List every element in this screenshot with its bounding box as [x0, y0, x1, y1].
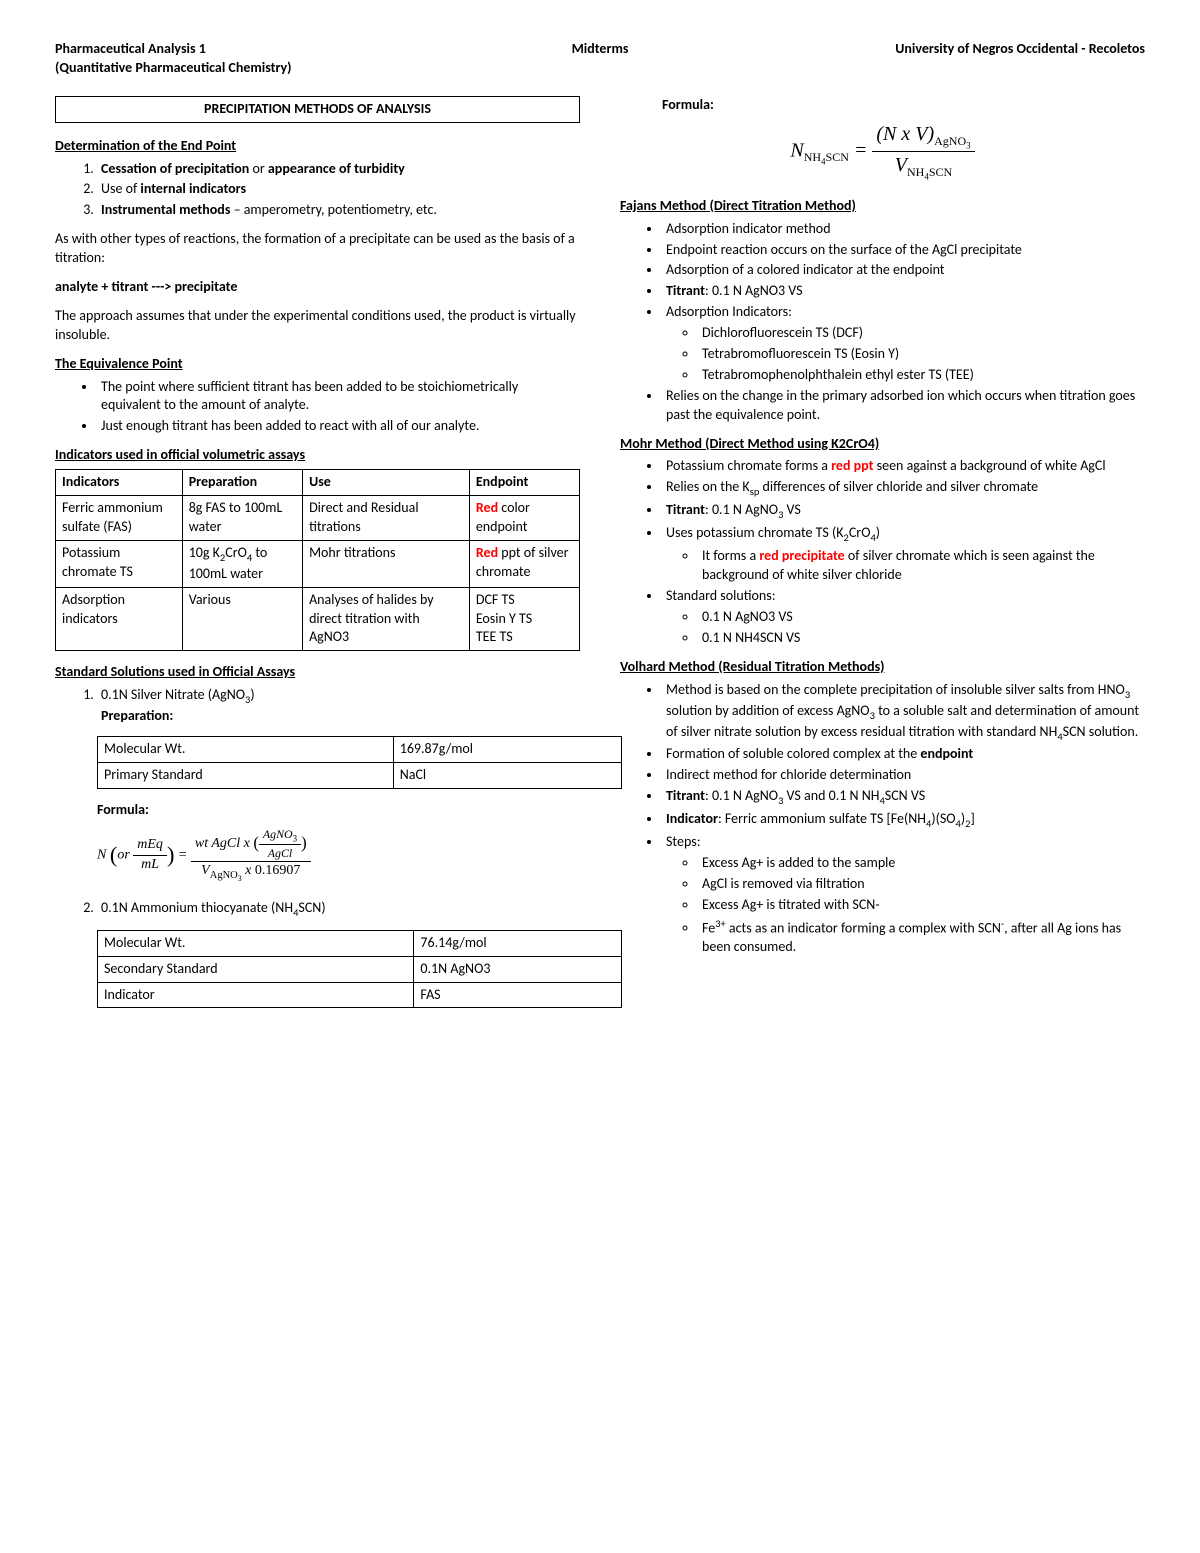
list-item: Relies on the Ksp differences of silver …	[662, 478, 1145, 499]
mohr-heading: Mohr Method (Direct Method using K2CrO4)	[620, 435, 1145, 454]
list-item: It forms a red precipitate of silver chr…	[698, 547, 1145, 585]
ammonium-thiocyanate-table: Molecular Wt.76.14g/mol Secondary Standa…	[97, 930, 622, 1009]
list-item: Use of internal indicators	[97, 180, 580, 199]
standard-solutions-heading: Standard Solutions used in Official Assa…	[55, 663, 580, 682]
equivalence-heading: The Equivalence Point	[55, 355, 580, 374]
list-item: Tetrabromofluorescein TS (Eosin Y)	[698, 345, 1145, 364]
left-column: PRECIPITATION METHODS OF ANALYSIS Determ…	[55, 96, 580, 1021]
determination-heading: Determination of the End Point	[55, 137, 580, 156]
list-item: AgCl is removed via filtration	[698, 875, 1145, 894]
standard-solutions-list: 0.1N Silver Nitrate (AgNO3) Preparation:	[55, 686, 580, 726]
list-item: Adsorption indicator method	[662, 220, 1145, 239]
list-item: 0.1 N AgNO3 VS	[698, 608, 1145, 627]
list-item: 0.1N Ammonium thiocyanate (NH4SCN)	[97, 899, 580, 920]
list-item: Titrant: 0.1 N AgNO3 VS and 0.1 N NH4SCN…	[662, 787, 1145, 808]
list-item: 0.1N Silver Nitrate (AgNO3) Preparation:	[97, 686, 580, 726]
list-item: Endpoint reaction occurs on the surface …	[662, 241, 1145, 260]
list-item: Uses potassium chromate TS (K2CrO4) It f…	[662, 524, 1145, 585]
nh4scn-formula: NNH4SCN = (N x V)AgNO3 VNH4SCN	[620, 121, 1145, 183]
table-row: IndicatorFAS	[98, 982, 622, 1008]
main-columns: PRECIPITATION METHODS OF ANALYSIS Determ…	[55, 96, 1145, 1021]
table-row: Primary StandardNaCl	[98, 762, 622, 788]
list-item: Relies on the change in the primary adso…	[662, 387, 1145, 425]
list-item: Dichlorofluorescein TS (DCF)	[698, 324, 1145, 343]
fajans-list: Adsorption indicator method Endpoint rea…	[620, 220, 1145, 425]
section-title-box: PRECIPITATION METHODS OF ANALYSIS	[55, 96, 580, 123]
indicators-table: Indicators Preparation Use Endpoint Ferr…	[55, 469, 580, 651]
table-row: Molecular Wt.76.14g/mol	[98, 930, 622, 956]
mohr-list: Potassium chromate forms a red ppt seen …	[620, 457, 1145, 647]
volhard-heading: Volhard Method (Residual Titration Metho…	[620, 658, 1145, 677]
table-header: Preparation	[182, 470, 302, 496]
header-term: Midterms	[491, 40, 709, 78]
document-header: Pharmaceutical Analysis 1 (Quantitative …	[55, 40, 1145, 78]
list-item: Cessation of precipitation or appearance…	[97, 160, 580, 179]
silver-nitrate-table: Molecular Wt.169.87g/mol Primary Standar…	[97, 736, 622, 789]
standard-solutions-list-2: 0.1N Ammonium thiocyanate (NH4SCN)	[55, 899, 580, 920]
equivalence-list: The point where sufficient titrant has b…	[55, 378, 580, 437]
formula-label: Formula:	[97, 801, 580, 820]
list-item: Steps: Excess Ag+ is added to the sample…	[662, 833, 1145, 957]
table-row: Molecular Wt.169.87g/mol	[98, 737, 622, 763]
volhard-list: Method is based on the complete precipit…	[620, 681, 1145, 958]
table-row: Ferric ammonium sulfate (FAS) 8g FAS to …	[56, 496, 580, 541]
table-header: Indicators	[56, 470, 183, 496]
table-header: Use	[303, 470, 470, 496]
formula-label: Formula:	[662, 96, 714, 113]
table-row: Secondary Standard0.1N AgNO3	[98, 956, 622, 982]
list-item: Excess Ag+ is titrated with SCN-	[698, 896, 1145, 915]
list-item: Adsorption of a colored indicator at the…	[662, 261, 1145, 280]
course-title: Pharmaceutical Analysis 1	[55, 40, 206, 57]
list-item: Adsorption Indicators: Dichlorofluoresce…	[662, 303, 1145, 385]
list-item: Potassium chromate forms a red ppt seen …	[662, 457, 1145, 476]
reaction-line: analyte + titrant ---> precipitate	[55, 278, 580, 297]
table-row: Adsorption indicators Various Analyses o…	[56, 587, 580, 651]
list-item: Formation of soluble colored complex at …	[662, 745, 1145, 764]
list-item: Titrant: 0.1 N AgNO3 VS	[662, 501, 1145, 522]
list-item: Just enough titrant has been added to re…	[97, 417, 580, 436]
indicators-heading: Indicators used in official volumetric a…	[55, 446, 580, 465]
list-item: Indicator: Ferric ammonium sulfate TS [F…	[662, 810, 1145, 831]
fajans-heading: Fajans Method (Direct Titration Method)	[620, 197, 1145, 216]
list-item: 0.1 N NH4SCN VS	[698, 629, 1145, 648]
list-item: Standard solutions: 0.1 N AgNO3 VS 0.1 N…	[662, 587, 1145, 648]
list-item: Method is based on the complete precipit…	[662, 681, 1145, 744]
paragraph: As with other types of reactions, the fo…	[55, 230, 580, 268]
silver-nitrate-formula: N (or mEqmL) = wt AgCl x (AgNO3AgCl) VAg…	[97, 826, 580, 885]
course-subtitle: (Quantitative Pharmaceutical Chemistry)	[55, 59, 292, 76]
list-item: Titrant: 0.1 N AgNO3 VS	[662, 282, 1145, 301]
header-institution: University of Negros Occidental - Recole…	[709, 40, 1145, 78]
determination-list: Cessation of precipitation or appearance…	[55, 160, 580, 221]
table-row: Potassium chromate TS 10g K2CrO4 to 100m…	[56, 540, 580, 587]
paragraph: The approach assumes that under the expe…	[55, 307, 580, 345]
list-item: Indirect method for chloride determinati…	[662, 766, 1145, 785]
header-left: Pharmaceutical Analysis 1 (Quantitative …	[55, 40, 491, 78]
list-item: Tetrabromophenolphthalein ethyl ester TS…	[698, 366, 1145, 385]
list-item: Instrumental methods – amperometry, pote…	[97, 201, 580, 220]
list-item: Excess Ag+ is added to the sample	[698, 854, 1145, 873]
list-item: Fe3+ acts as an indicator forming a comp…	[698, 917, 1145, 957]
list-item: The point where sufficient titrant has b…	[97, 378, 580, 416]
right-column: Formula: NNH4SCN = (N x V)AgNO3 VNH4SCN …	[620, 96, 1145, 1021]
table-header: Endpoint	[469, 470, 579, 496]
